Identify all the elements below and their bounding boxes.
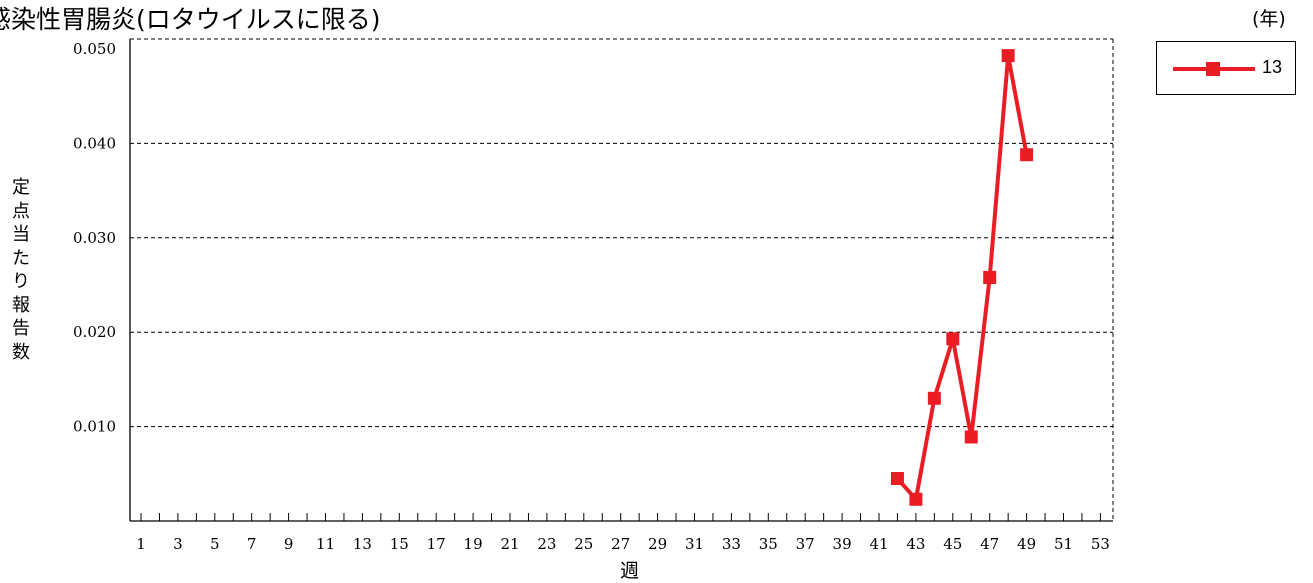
x-tick-label: 15 bbox=[390, 535, 409, 553]
x-tick-label: 53 bbox=[1091, 535, 1110, 553]
x-tick-label: 39 bbox=[833, 535, 852, 553]
data-point-marker bbox=[1001, 49, 1015, 63]
x-tick-label: 35 bbox=[759, 535, 778, 553]
legend-series-marker bbox=[1206, 62, 1220, 76]
x-tick-label: 43 bbox=[906, 535, 925, 553]
y-tick-label: 0.010 bbox=[73, 418, 116, 436]
x-tick-label: 25 bbox=[574, 535, 593, 553]
x-tick-label: 13 bbox=[353, 535, 372, 553]
series-line bbox=[895, 55, 1029, 504]
x-tick-label: 47 bbox=[980, 535, 999, 553]
x-tick-label: 29 bbox=[648, 535, 667, 553]
x-tick-label: 21 bbox=[500, 535, 519, 553]
year-unit-label: (年) bbox=[1252, 8, 1286, 30]
legend-series-label: 13 bbox=[1262, 57, 1283, 77]
x-tick-label: 17 bbox=[427, 535, 446, 553]
data-point-marker bbox=[909, 492, 923, 506]
x-tick-label: 41 bbox=[869, 535, 888, 553]
y-axis-label: 定点当たり報告数 bbox=[12, 177, 30, 363]
x-tick-label: 33 bbox=[722, 535, 741, 553]
x-tick-label: 31 bbox=[685, 535, 704, 553]
x-tick-label: 49 bbox=[1017, 535, 1036, 553]
x-tick-label: 11 bbox=[316, 535, 335, 553]
y-tick-label: 0.020 bbox=[73, 323, 116, 341]
legend: 13 bbox=[1156, 41, 1296, 95]
y-tick-label: 0.030 bbox=[73, 229, 116, 247]
y-tick-label: 0.040 bbox=[73, 134, 116, 152]
x-tick-label: 3 bbox=[173, 535, 183, 553]
x-tick-label: 7 bbox=[247, 535, 257, 553]
x-tick-label: 23 bbox=[537, 535, 556, 553]
y-tick-label: 0.050 bbox=[73, 40, 116, 58]
x-tick-label: 37 bbox=[796, 535, 815, 553]
x-axis-label: 週 bbox=[620, 560, 640, 582]
data-point-marker bbox=[1020, 148, 1034, 162]
data-point-marker bbox=[946, 332, 960, 346]
x-tick-label: 9 bbox=[284, 535, 294, 553]
x-tick-label: 5 bbox=[210, 535, 220, 553]
x-tick-label: 27 bbox=[611, 535, 630, 553]
data-point-marker bbox=[927, 391, 941, 405]
chart-title: 感染性胃腸炎(ロタウイルスに限る) bbox=[0, 5, 381, 34]
data-point-marker bbox=[890, 472, 904, 486]
x-tick-label: 1 bbox=[136, 535, 146, 553]
data-point-marker bbox=[964, 430, 978, 444]
data-point-marker bbox=[983, 270, 997, 284]
x-tick-label: 45 bbox=[943, 535, 962, 553]
x-tick-label: 51 bbox=[1054, 535, 1073, 553]
x-tick-label: 19 bbox=[464, 535, 483, 553]
